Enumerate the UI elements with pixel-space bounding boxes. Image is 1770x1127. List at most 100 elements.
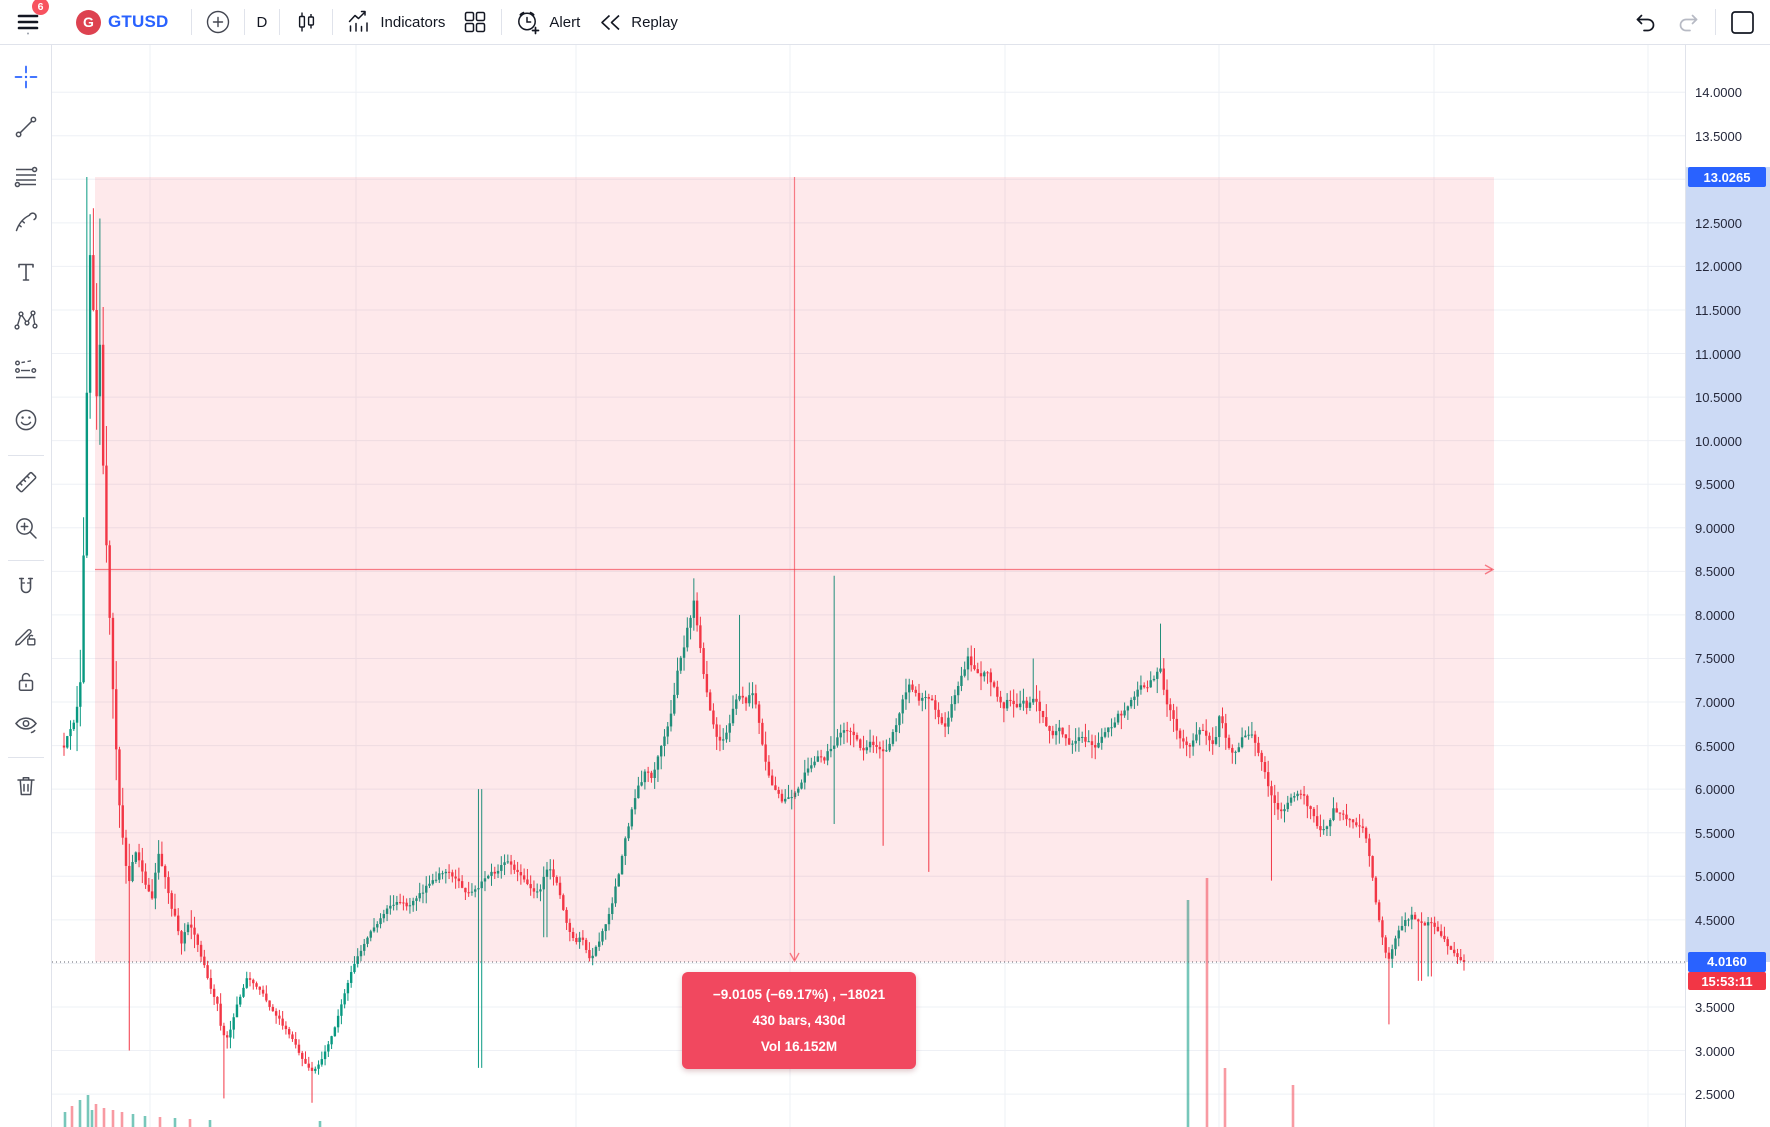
xabcd-pattern-icon bbox=[14, 310, 38, 330]
redo-icon bbox=[1679, 14, 1698, 32]
tool-trend-line[interactable] bbox=[7, 108, 45, 146]
toolbar-separator bbox=[279, 9, 281, 35]
volume-bar bbox=[111, 1110, 115, 1127]
tool-emoji[interactable] bbox=[7, 401, 45, 439]
axis-measure-highlight bbox=[1686, 167, 1770, 962]
zoom-in-icon bbox=[16, 518, 37, 539]
pencil-lock-icon bbox=[15, 629, 36, 646]
tool-text[interactable] bbox=[7, 253, 45, 291]
measure-volume: Vol 16.152M bbox=[760, 1039, 838, 1054]
eye-icon bbox=[15, 717, 37, 734]
price-tick-label: 8.0000 bbox=[1695, 607, 1735, 623]
alert-label: Alert bbox=[549, 13, 581, 31]
volume-bar bbox=[1205, 878, 1209, 1127]
timeframe-label: D bbox=[256, 13, 268, 31]
volume-bar bbox=[90, 1110, 94, 1127]
tool-lock-all[interactable] bbox=[7, 663, 45, 701]
chart-style-button[interactable] bbox=[284, 4, 328, 40]
price-tick-label: 3.0000 bbox=[1695, 1043, 1735, 1059]
price-tick-label: 9.0000 bbox=[1695, 520, 1735, 536]
price-tick-label: 9.5000 bbox=[1695, 477, 1735, 493]
tool-forecast[interactable] bbox=[7, 351, 45, 389]
price-axis[interactable]: 14.0000 13.5000 12.5000 12.0000 11.5000 11.00… bbox=[1685, 45, 1770, 1127]
volume-bar bbox=[94, 1104, 98, 1127]
text-icon bbox=[18, 263, 34, 281]
symbol-logo-icon: G bbox=[76, 9, 101, 35]
crosshair-icon bbox=[14, 65, 38, 89]
price-tick-label: 12.5000 bbox=[1695, 215, 1742, 231]
price-tick-label: 13.5000 bbox=[1695, 128, 1742, 144]
layout-grid-button[interactable] bbox=[453, 4, 497, 40]
symbol-button[interactable]: G GTUSD bbox=[68, 4, 177, 40]
price-tick-label: 7.5000 bbox=[1695, 651, 1735, 667]
price-tick-label: 12.0000 bbox=[1695, 259, 1742, 275]
price-tick-label: 7.0000 bbox=[1695, 695, 1735, 711]
indicators-label: Indicators bbox=[380, 13, 446, 31]
volume-bar bbox=[173, 1118, 177, 1127]
drawing-toolbar bbox=[0, 45, 52, 1127]
tool-magnet[interactable] bbox=[7, 569, 45, 607]
alert-clock-icon bbox=[518, 11, 540, 35]
measure-bar-count: 430 bars, 430d bbox=[752, 1013, 846, 1028]
tool-ruler[interactable] bbox=[7, 463, 45, 501]
price-tick-label: 8.5000 bbox=[1695, 564, 1735, 580]
timeframe-button[interactable]: D bbox=[249, 4, 276, 40]
undo-button[interactable] bbox=[1623, 4, 1667, 40]
candlestick-style-icon bbox=[299, 12, 315, 32]
volume-bar bbox=[1186, 900, 1190, 1127]
volume-bar bbox=[63, 1112, 67, 1127]
fullscreen-button[interactable] bbox=[1720, 4, 1764, 40]
candlestick-series bbox=[62, 177, 1466, 1103]
price-tick-label: 14.0000 bbox=[1695, 85, 1742, 101]
fib-retracement-icon bbox=[14, 166, 38, 188]
indicators-icon bbox=[349, 10, 369, 32]
toolbar-separator bbox=[243, 9, 245, 35]
price-tick-label: 5.5000 bbox=[1695, 825, 1735, 841]
measure-down-arrow bbox=[789, 952, 800, 963]
main-menu-button[interactable]: 6 bbox=[6, 0, 50, 40]
redo-button[interactable] bbox=[1667, 4, 1711, 40]
magnet-icon bbox=[18, 577, 34, 594]
symbol-name: GTUSD bbox=[108, 12, 169, 31]
tool-hide-drawings[interactable] bbox=[7, 705, 45, 743]
volume-bar bbox=[158, 1117, 162, 1127]
volume-bar bbox=[102, 1108, 106, 1127]
price-tick-label: 11.0000 bbox=[1695, 346, 1742, 362]
emoji-smiley-icon bbox=[15, 409, 37, 431]
replay-button[interactable]: Replay bbox=[588, 4, 686, 40]
undo-icon bbox=[1636, 14, 1655, 32]
measure-tooltip: −9.0105 (−69.17%) , −18021 430 bars, 430… bbox=[682, 972, 916, 1069]
alert-button[interactable]: Alert bbox=[506, 4, 588, 40]
volume-bar bbox=[318, 1121, 322, 1127]
tool-crosshair[interactable] bbox=[7, 58, 45, 96]
countdown-time-badge: 15:53:11 bbox=[1688, 972, 1766, 991]
volume-bar bbox=[143, 1116, 147, 1127]
volume-bar bbox=[70, 1106, 74, 1127]
sidebar-separator bbox=[8, 757, 44, 758]
tool-brush[interactable] bbox=[7, 203, 45, 241]
layout-grid-icon bbox=[465, 11, 486, 33]
tool-fib-retracement[interactable] bbox=[7, 157, 45, 195]
trash-icon bbox=[17, 777, 35, 796]
last-price-badge: 4.0160 bbox=[1688, 951, 1766, 972]
indicators-button[interactable]: Indicators bbox=[337, 4, 453, 40]
volume-bar bbox=[120, 1112, 124, 1127]
volume-bar bbox=[1223, 1068, 1227, 1127]
price-tick-label: 4.5000 bbox=[1695, 912, 1735, 928]
tool-drawing-lock[interactable] bbox=[7, 617, 45, 655]
price-tick-label: 10.0000 bbox=[1695, 433, 1742, 449]
compare-add-button[interactable] bbox=[196, 4, 240, 40]
volume-bar bbox=[188, 1119, 192, 1127]
measure-price-change: −9.0105 (−69.17%) , −18021 bbox=[712, 987, 886, 1002]
volume-bar bbox=[131, 1114, 135, 1127]
tool-remove-drawings[interactable] bbox=[7, 767, 45, 805]
replay-label: Replay bbox=[631, 13, 678, 31]
price-tick-label: 5.0000 bbox=[1695, 869, 1735, 885]
volume-bar bbox=[208, 1120, 212, 1127]
tool-zoom-in[interactable] bbox=[7, 509, 45, 547]
price-tick-label: 6.0000 bbox=[1695, 782, 1735, 798]
tool-xabcd-pattern[interactable] bbox=[7, 301, 45, 339]
forecast-icon bbox=[15, 360, 37, 379]
